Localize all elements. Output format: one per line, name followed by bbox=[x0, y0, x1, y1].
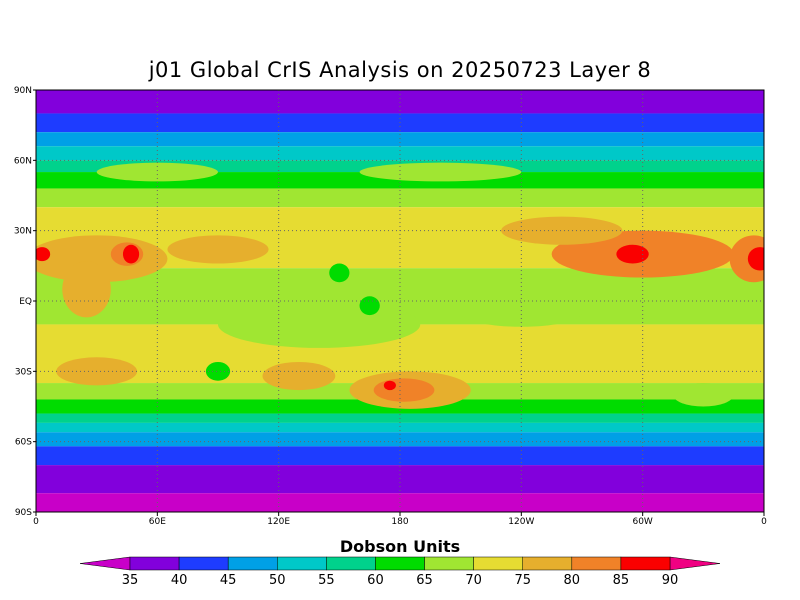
x-tick-label: 180 bbox=[391, 517, 408, 527]
colorbar-label: 90 bbox=[662, 573, 679, 588]
y-tick-label: 90N bbox=[14, 86, 32, 96]
colorbar: 35 40 45 50 55 60 65 70 75 80 85 90 bbox=[79, 556, 721, 588]
contour-blob bbox=[373, 378, 435, 402]
y-tick-label: 30N bbox=[14, 227, 32, 237]
colorbar-box bbox=[375, 556, 425, 571]
colorbar-label: 70 bbox=[465, 573, 482, 588]
contour-band bbox=[36, 172, 764, 189]
contour-blob bbox=[205, 361, 231, 381]
contour-band bbox=[36, 422, 764, 433]
colorbar-label: 40 bbox=[171, 573, 188, 588]
contour-blob bbox=[673, 383, 734, 407]
contour-band bbox=[36, 132, 764, 147]
contour-blob bbox=[460, 298, 582, 327]
colorbar-label: 60 bbox=[367, 573, 384, 588]
x-tick-label: 60W bbox=[632, 517, 652, 527]
colorbar-label: 65 bbox=[416, 573, 433, 588]
colorbar-box bbox=[326, 556, 376, 571]
contour-blob bbox=[62, 261, 111, 318]
contour-blob bbox=[218, 301, 421, 348]
contour-band bbox=[36, 465, 764, 494]
colorbar-label: 55 bbox=[318, 573, 335, 588]
contour-blob bbox=[729, 235, 764, 283]
colorbar-over bbox=[669, 556, 721, 571]
y-tick-label: 60N bbox=[14, 156, 32, 166]
colorbar-box bbox=[522, 556, 573, 571]
y-tick-label: 60S bbox=[15, 438, 32, 448]
contour-blob bbox=[501, 216, 623, 245]
colorbar-box bbox=[571, 556, 622, 571]
contour-blob bbox=[329, 263, 350, 283]
colorbar-label: 45 bbox=[220, 573, 237, 588]
colorbar-box bbox=[620, 556, 671, 571]
colorbar-box bbox=[178, 556, 229, 571]
contour-band bbox=[36, 90, 764, 114]
colorbar-box bbox=[227, 556, 278, 571]
contour-blob bbox=[262, 361, 336, 391]
x-tick-label: 0 bbox=[761, 517, 767, 527]
colorbar-label: 50 bbox=[269, 573, 286, 588]
x-tick-label: 120W bbox=[508, 517, 534, 527]
y-tick-label: 30S bbox=[15, 367, 32, 377]
contour-band bbox=[36, 146, 764, 161]
x-tick-label: 0 bbox=[33, 517, 39, 527]
contour-band bbox=[36, 432, 764, 447]
ozone-field bbox=[36, 90, 764, 512]
colorbar-box bbox=[424, 556, 474, 571]
colorbar-title: Dobson Units bbox=[340, 537, 460, 556]
contour-blob bbox=[359, 162, 522, 182]
contour-blob bbox=[36, 247, 51, 262]
chart-title: j01 Global CrIS Analysis on 20250723 Lay… bbox=[148, 58, 652, 82]
contour-band bbox=[36, 188, 764, 208]
colorbar-label: 80 bbox=[564, 573, 581, 588]
contour-blob bbox=[167, 235, 269, 264]
y-tick-label: 90S bbox=[15, 508, 32, 518]
contour-blob bbox=[616, 244, 649, 264]
contour-blob bbox=[747, 247, 764, 271]
contour-blob bbox=[359, 296, 380, 316]
grid bbox=[36, 90, 764, 512]
y-tick-label: EQ bbox=[19, 297, 32, 307]
colorbar-box bbox=[473, 556, 523, 571]
x-tick-label: 60E bbox=[149, 517, 166, 527]
colorbar-under bbox=[79, 556, 131, 571]
colorbar-box bbox=[277, 556, 327, 571]
x-tick-label: 120E bbox=[267, 517, 290, 527]
colorbar-label: 35 bbox=[122, 573, 139, 588]
contour-blob bbox=[96, 162, 218, 182]
colorbar-label: 85 bbox=[613, 573, 630, 588]
contour-band bbox=[36, 446, 764, 466]
colorbar-box bbox=[129, 556, 180, 571]
colorbar-label: 75 bbox=[514, 573, 531, 588]
contour-blob bbox=[122, 244, 140, 264]
contour-blob bbox=[383, 380, 396, 391]
